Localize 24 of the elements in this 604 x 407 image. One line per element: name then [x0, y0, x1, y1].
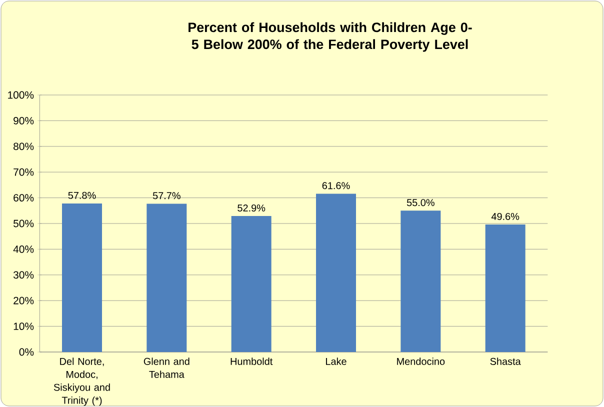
y-tick-label: 0%: [19, 348, 34, 356]
x-tick-label: Lake: [326, 358, 346, 365]
data-label: 55.0%: [406, 199, 434, 206]
y-tick-label: 50%: [14, 220, 34, 228]
y-tick-label: 80%: [14, 142, 34, 150]
x-tick-label: Mendocino: [397, 358, 445, 365]
y-tick-label: 40%: [13, 246, 34, 253]
y-tick-label: 60%: [14, 194, 34, 202]
y-tick-label: 100%: [8, 91, 34, 99]
y-tick-label: 10%: [14, 322, 34, 330]
data-label: 49.6%: [491, 212, 520, 220]
data-label: 61.6%: [322, 182, 350, 190]
x-tick-label: Glenn and Tehama: [144, 358, 190, 378]
data-label: 57.7%: [152, 192, 180, 200]
y-tick-label: 90%: [14, 117, 34, 124]
x-tick-label: Humboldt: [230, 358, 273, 365]
y-tick-label: 70%: [14, 168, 34, 176]
data-label: 57.8%: [68, 192, 96, 199]
x-tick-label: Del Norte, Modoc, Siskiyou and Trinity (*): [54, 358, 110, 406]
y-tick-label: 30%: [13, 271, 34, 279]
x-tick-label: Shasta: [490, 358, 521, 365]
y-tick-label: 20%: [14, 296, 34, 304]
chart-title: Percent of Households with Children Age 0-5 Below 200% of the Federal Poverty Level: [188, 22, 472, 52]
data-label: 52.9%: [238, 204, 266, 212]
